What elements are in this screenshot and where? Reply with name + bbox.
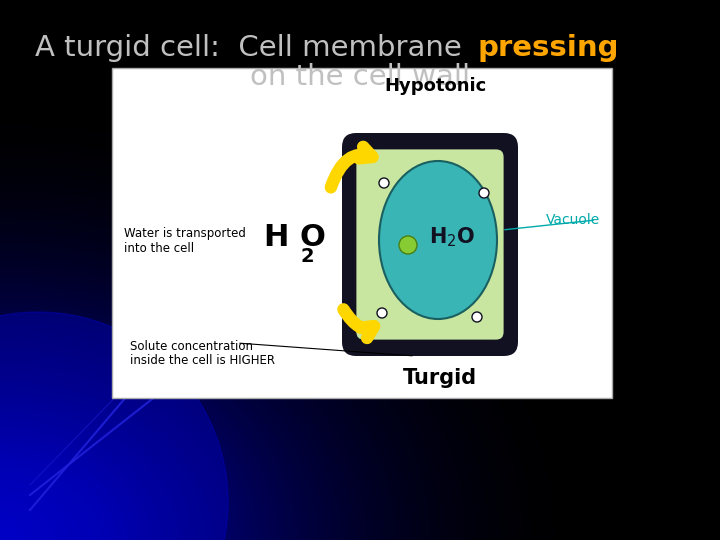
Text: H$_2$O: H$_2$O bbox=[429, 225, 475, 249]
Text: Vacuole: Vacuole bbox=[546, 213, 600, 227]
Text: pressing: pressing bbox=[478, 34, 619, 62]
FancyBboxPatch shape bbox=[112, 68, 612, 398]
Circle shape bbox=[379, 178, 389, 188]
Ellipse shape bbox=[379, 161, 497, 319]
Text: Solute concentration: Solute concentration bbox=[130, 340, 253, 353]
Text: Hypotonic: Hypotonic bbox=[384, 77, 486, 95]
FancyBboxPatch shape bbox=[342, 133, 518, 356]
Text: A turgid cell:  Cell membrane: A turgid cell: Cell membrane bbox=[35, 34, 471, 62]
Circle shape bbox=[0, 312, 228, 540]
Circle shape bbox=[479, 188, 489, 198]
Text: H O: H O bbox=[264, 222, 326, 252]
FancyArrowPatch shape bbox=[343, 309, 374, 338]
Text: 2: 2 bbox=[300, 246, 314, 266]
Text: on the cell wall: on the cell wall bbox=[250, 63, 470, 91]
Text: inside the cell is HIGHER: inside the cell is HIGHER bbox=[130, 354, 275, 368]
Circle shape bbox=[472, 312, 482, 322]
Circle shape bbox=[190, 310, 200, 320]
Text: into the cell: into the cell bbox=[124, 241, 194, 254]
FancyArrowPatch shape bbox=[331, 147, 372, 187]
FancyBboxPatch shape bbox=[355, 148, 505, 341]
Text: Turgid: Turgid bbox=[403, 368, 477, 388]
Text: Water is transported: Water is transported bbox=[124, 226, 246, 240]
Circle shape bbox=[377, 308, 387, 318]
Circle shape bbox=[399, 236, 417, 254]
